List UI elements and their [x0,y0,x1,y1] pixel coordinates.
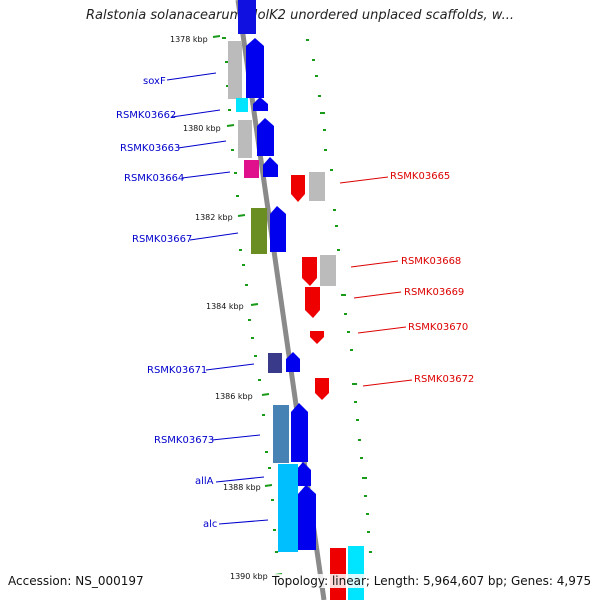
gene-RSMK03665-arrow[interactable] [291,175,305,202]
gene-bottom-cyan[interactable] [348,546,364,600]
label-RSMK03669[interactable]: RSMK03669 [404,287,464,298]
accession-text: Accession: NS_000197 [8,574,144,588]
tick-mark [264,484,273,487]
tick-label-1384: 1384 kbp [206,302,244,311]
gene-RSMK03673-steel[interactable] [273,405,289,463]
tick-label-1388: 1388 kbp [223,483,261,492]
gene-block-clipped[interactable] [238,0,256,34]
label-alc[interactable]: alc [203,519,217,530]
left-gene-labels: soxF RSMK03662 RSMK03663 RSMK03664 RSMK0… [116,76,217,530]
tick-label-1380: 1380 kbp [183,124,221,133]
left-track-dots [222,37,278,553]
gene-RSMK03673-arrow[interactable] [291,403,308,462]
gene-RSMK03667-olive[interactable] [251,208,267,254]
tick-mark [226,124,235,127]
map-title: Ralstonia solanacearum MolK2 unordered u… [85,8,514,23]
gene-alc-arrow[interactable] [298,485,316,550]
gene-RSMK03670-arrow[interactable] [310,331,324,344]
tick-label-1386: 1386 kbp [215,392,253,401]
label-RSMK03664[interactable]: RSMK03664 [124,173,184,184]
gene-RSMK03671-indigo[interactable] [268,353,282,373]
right-connectors [339,176,413,387]
gene-RSMK03663-grey[interactable] [238,120,252,158]
gene-RSMK03672-arrow[interactable] [315,378,329,400]
tick-label-1378: 1378 kbp [170,35,208,44]
label-RSMK03672[interactable]: RSMK03672 [414,374,474,385]
label-RSMK03673[interactable]: RSMK03673 [154,435,214,446]
label-RSMK03670[interactable]: RSMK03670 [408,322,468,333]
gene-soxF-arrow[interactable] [246,38,264,98]
tick-label-1390: 1390 kbp [230,572,268,581]
left-connectors [166,72,269,525]
gene-alc-cyan[interactable] [278,464,298,552]
gene-RSMK03664-magenta[interactable] [244,160,259,178]
label-soxF[interactable]: soxF [143,76,166,87]
tick-mark [250,303,259,306]
tick-mark [261,393,270,396]
label-allA[interactable]: allA [195,476,214,487]
gene-soxF-grey[interactable] [228,41,242,99]
gene-RSMK03664-arrow[interactable] [263,157,278,177]
kbp-ticks: 1378 kbp 1380 kbp 1382 kbp 1384 kbp 1386… [170,35,283,581]
label-RSMK03662[interactable]: RSMK03662 [116,110,176,121]
gene-RSMK03667-arrow[interactable] [270,206,286,252]
gene-RSMK03665-grey[interactable] [309,172,325,201]
right-gene-labels: RSMK03665 RSMK03668 RSMK03669 RSMK03670 … [390,171,474,385]
label-RSMK03668[interactable]: RSMK03668 [401,256,461,267]
gene-RSMK03662-cyan[interactable] [236,98,248,112]
gene-RSMK03669-arrow[interactable] [305,287,320,318]
tick-mark [237,214,246,217]
gene-RSMK03668-grey[interactable] [320,255,336,286]
gene-RSMK03662-arrow[interactable] [253,97,268,111]
gene-RSMK03671-arrow[interactable] [286,352,300,372]
label-RSMK03671[interactable]: RSMK03671 [147,365,207,376]
right-track-dots [306,39,372,553]
gene-RSMK03663-arrow[interactable] [257,118,274,156]
tick-mark [212,35,221,38]
label-RSMK03663[interactable]: RSMK03663 [120,143,180,154]
label-RSMK03667[interactable]: RSMK03667 [132,234,192,245]
forward-genes [228,0,316,552]
label-RSMK03665[interactable]: RSMK03665 [390,171,450,182]
topology-summary: Topology: linear; Length: 5,964,607 bp; … [272,574,592,588]
tick-label-1382: 1382 kbp [195,213,233,222]
gene-allA-arrow[interactable] [296,462,311,486]
gene-RSMK03668-arrow[interactable] [302,257,317,286]
